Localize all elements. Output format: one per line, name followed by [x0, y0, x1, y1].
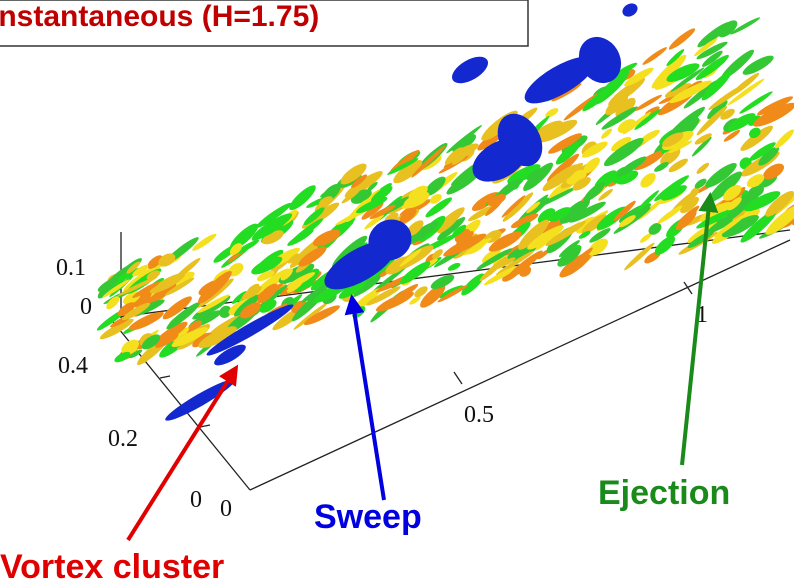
axis-label: 0 — [80, 294, 92, 320]
structure — [638, 170, 659, 190]
structure — [447, 261, 462, 272]
figure: Instantaneous (H=1.75) 0.1 0 0.4 0.2 0 0… — [0, 0, 794, 584]
axis-label: 0 — [220, 496, 232, 522]
annotation: Sweep — [314, 498, 422, 536]
arrow — [352, 298, 384, 500]
axis-label: 0.2 — [108, 426, 138, 452]
vortex-structures — [94, 1, 794, 425]
structure — [459, 271, 487, 299]
structure — [773, 127, 794, 150]
sweep-structure — [620, 1, 640, 19]
axis-label: 0.1 — [56, 255, 86, 281]
structure — [286, 182, 319, 213]
annotation: Vortex cluster — [0, 548, 224, 584]
sweep-structure — [448, 51, 493, 88]
structure — [695, 161, 710, 175]
axis-label: 0.5 — [464, 402, 494, 428]
title: Instantaneous (H=1.75) — [0, 0, 319, 33]
annotation: Ejection — [598, 474, 730, 512]
axis-label: 0 — [190, 487, 202, 513]
axis-label: 0.4 — [58, 353, 88, 379]
structure — [641, 45, 668, 66]
structure — [667, 26, 697, 52]
structure — [562, 91, 600, 122]
